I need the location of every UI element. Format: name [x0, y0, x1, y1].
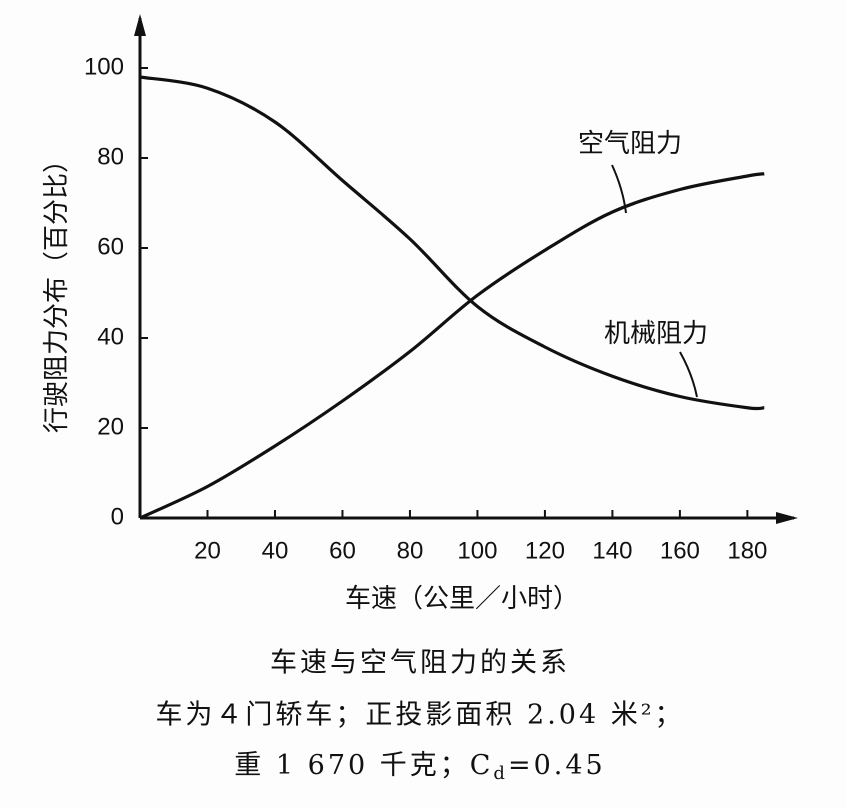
x-tick-label: 100 [457, 537, 497, 564]
caption-text: 重 1 670 千克；C [234, 750, 493, 781]
y-tick-label: 40 [97, 323, 124, 350]
series-line [139, 172, 765, 520]
caption-line: 重 1 670 千克；Cd=0.45 [234, 750, 605, 785]
x-axis-arrow [776, 512, 798, 524]
x-tick-label: 60 [329, 537, 356, 564]
leader-line [611, 164, 627, 214]
x-tick-label: 20 [194, 537, 221, 564]
x-tick-label: 80 [397, 537, 424, 564]
caption-subscript: d [493, 763, 508, 784]
y-tick-label: 100 [84, 53, 124, 80]
series-label: 机械阻力 [604, 319, 708, 349]
series-line [139, 75, 765, 411]
x-tick-label: 160 [660, 537, 700, 564]
y-tick-label: 20 [97, 413, 124, 440]
y-tick-label: 60 [97, 233, 124, 260]
x-axis-label: 车速（公里／小时） [345, 584, 579, 614]
x-tick-label: 180 [727, 537, 767, 564]
caption-line: 车为４门轿车；正投影面积 2.04 米²； [155, 700, 684, 731]
x-tick-label: 140 [592, 537, 632, 564]
y-axis-arrow [134, 14, 146, 36]
y-tick-label: 80 [97, 143, 124, 170]
leader-line [679, 351, 698, 398]
x-tick-label: 40 [262, 537, 289, 564]
y-axis-label: 行驶阻力分布（百分比） [42, 147, 72, 433]
x-tick-label: 120 [525, 537, 565, 564]
series-label: 空气阻力 [578, 129, 682, 159]
caption-line: 车速与空气阻力的关系 [270, 648, 570, 679]
y-tick-label: 0 [111, 503, 124, 530]
caption-text: =0.45 [508, 750, 606, 781]
